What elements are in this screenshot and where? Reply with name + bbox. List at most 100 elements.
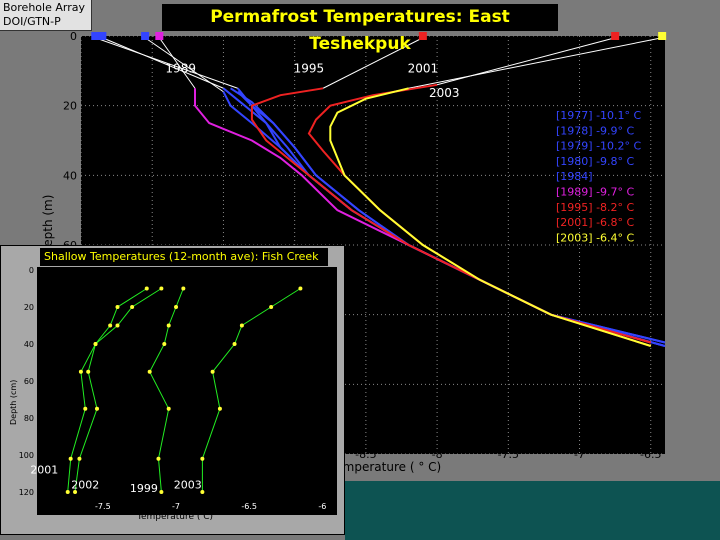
main-y-axis-label: Depth (m) <box>41 195 55 256</box>
inset-point <box>65 490 70 494</box>
inset-y-axis-label: Depth (cm) <box>9 380 18 425</box>
main-x-tick-label: -6.5 <box>640 448 661 461</box>
leader-line <box>322 37 424 89</box>
main-legend-entry: [1989] -9.7° C <box>556 186 635 199</box>
inset-point <box>73 490 78 494</box>
main-x-tick-label: -8.5 <box>355 448 376 461</box>
inset-point <box>159 286 164 291</box>
inset-point <box>298 286 303 291</box>
inset-x-tick-label: -6.5 <box>241 502 257 511</box>
inset-year-label: 2002 <box>71 478 99 491</box>
inset-point <box>200 456 205 461</box>
main-legend-entry: [1984] <box>556 170 593 183</box>
inset-x-axis-label: Temperature ( C) <box>136 512 213 522</box>
inset-series-line <box>67 288 148 493</box>
inset-x-tick-label: -7.5 <box>95 502 111 511</box>
main-legend-entry: [2001] -6.8° C <box>556 216 635 229</box>
inset-ticks: 0 20 40 60 80 100 120 -7.5 -7 -6.5 -6 <box>19 266 327 511</box>
inset-y-tick-label: 0 <box>29 266 34 275</box>
inset-year-labels: 2001 2002 1999 2003 <box>30 464 201 496</box>
inset-point <box>269 305 274 309</box>
inset-x-tick-label: -7 <box>172 502 180 511</box>
inset-point <box>77 456 82 461</box>
inset-series-line <box>201 288 301 492</box>
page-title: Permafrost Temperatures: East Teshekpuk <box>162 4 558 54</box>
main-year-label: 2001 <box>408 62 439 76</box>
inset-plot-area <box>37 267 337 515</box>
leader-line <box>102 37 224 89</box>
main-legend-entry: [2003] -6.4° C <box>556 231 635 244</box>
inset-point <box>156 456 161 461</box>
main-y-tick-label: 40 <box>63 169 77 182</box>
teal-panel <box>345 481 720 540</box>
inset-series-line <box>74 288 162 493</box>
main-series-line <box>329 87 652 347</box>
leader-lines <box>95 37 663 93</box>
main-year-label: 1989 <box>165 62 196 76</box>
main-series <box>194 83 666 347</box>
inset-point <box>115 305 120 309</box>
surface-marker <box>98 32 107 40</box>
leader-line <box>95 37 238 89</box>
surface-marker <box>658 32 667 40</box>
main-x-tick-label: -8 <box>432 448 443 461</box>
leader-line <box>144 37 224 93</box>
badge-line-1: Borehole Array <box>3 1 85 14</box>
surface-marker <box>155 32 164 40</box>
surface-marker <box>141 32 150 40</box>
inset-point <box>78 369 83 374</box>
main-year-label: 2003 <box>429 86 460 100</box>
main-legend-entry: [1977] -10.1° C <box>556 109 642 122</box>
inset-year-label: 2001 <box>30 464 58 477</box>
badge-line-2: DOI/GTN-P <box>3 15 61 28</box>
inset-y-tick-label: 60 <box>24 377 34 386</box>
inset-point <box>147 369 152 374</box>
inset-series-line <box>149 288 184 493</box>
inset-point <box>174 305 179 309</box>
inset-series <box>65 286 303 494</box>
inset-point <box>115 323 120 328</box>
inset-point <box>86 369 91 374</box>
inset-point <box>95 406 99 411</box>
inset-point <box>162 342 167 346</box>
inset-chart: 0 20 40 60 80 100 120 -7.5 -7 -6.5 -6 2001 2002 1999… <box>9 266 337 522</box>
inset-title: Shallow Temperatures (12-month ave): Fis… <box>40 248 328 266</box>
main-y-tick-label: 0 <box>70 30 77 43</box>
main-legend-entry: [1995] -8.2° C <box>556 201 635 214</box>
inset-point <box>159 490 164 494</box>
main-legend-entry: [1978] -9.9° C <box>556 124 635 137</box>
inset-point <box>210 369 215 374</box>
main-x-tick-label: -7 <box>574 448 585 461</box>
inset-point <box>166 323 171 328</box>
inset-year-label: 1999 <box>130 482 158 495</box>
inset-point <box>181 286 186 291</box>
main-legend: [1977] -10.1° C [1978] -9.9° C [1979] -10.… <box>556 109 642 244</box>
inset-point <box>93 342 98 346</box>
main-y-tick-label: 20 <box>63 100 77 113</box>
surface-marker <box>91 32 100 40</box>
inset-point <box>68 456 73 461</box>
inset-y-tick-label: 120 <box>19 488 34 497</box>
surface-marker <box>611 32 620 40</box>
inset-point <box>232 342 237 346</box>
inset-point <box>166 406 171 411</box>
main-legend-entry: [1979] -10.2° C <box>556 140 642 153</box>
inset-point <box>217 406 222 411</box>
inset-point <box>144 286 149 291</box>
inset-point <box>200 490 205 494</box>
main-x-axis-label: Temperature ( ° C) <box>329 460 441 474</box>
surface-markers <box>91 32 667 40</box>
inset-y-tick-label: 80 <box>24 414 34 423</box>
inset-point <box>83 406 88 411</box>
inset-point <box>239 323 244 328</box>
main-x-tick-label: -7.5 <box>498 448 519 461</box>
inset-x-tick-label: -6 <box>318 502 326 511</box>
main-year-label: 1995 <box>294 62 325 76</box>
inset-year-label: 2003 <box>174 478 202 491</box>
leader-line <box>158 37 196 89</box>
inset-point <box>130 305 135 309</box>
leader-line <box>408 37 663 89</box>
inset-y-tick-label: 20 <box>24 303 34 312</box>
inset-point <box>108 323 113 328</box>
source-badge: Borehole Array DOI/GTN-P <box>0 0 92 31</box>
